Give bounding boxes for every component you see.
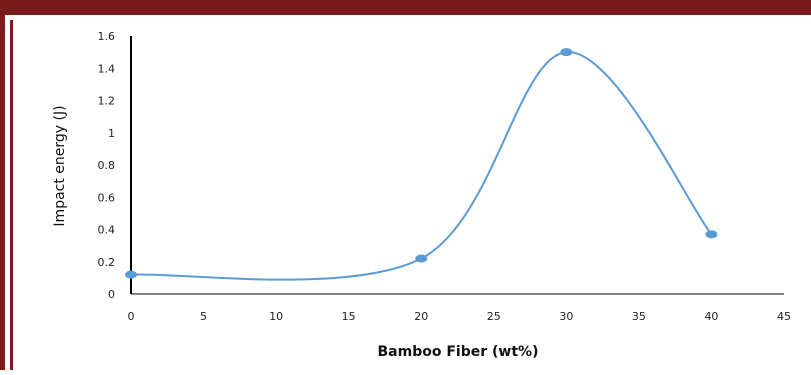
y-tick-label: 0.2 [98, 256, 116, 269]
x-tick-label: 30 [559, 310, 573, 323]
frame-top-border [0, 0, 811, 15]
x-tick-label: 40 [704, 310, 718, 323]
data-point [125, 270, 137, 279]
y-tick-label: 1.6 [98, 30, 116, 43]
x-tick-labels: 0 5 10 15 20 25 30 35 40 45 [128, 310, 792, 323]
data-point [560, 48, 573, 57]
x-tick-label: 0 [128, 310, 135, 323]
frame-left-border [0, 15, 5, 370]
x-tick-label: 5 [200, 310, 207, 323]
series-markers [125, 48, 718, 279]
y-tick-label: 0.6 [98, 191, 116, 204]
y-tick-label: 0.8 [98, 159, 116, 172]
x-tick-label: 10 [269, 310, 283, 323]
frame-left-inner-border [10, 20, 13, 370]
x-axis-title: Bamboo Fiber (wt%) [378, 344, 539, 360]
y-tick-label: 1.2 [98, 95, 116, 108]
x-tick-label: 25 [487, 310, 501, 323]
x-tick-label: 35 [632, 310, 646, 323]
series-curve [130, 51, 713, 281]
y-tick-label: 1 [108, 127, 115, 140]
y-tick-label: 1.4 [98, 62, 116, 75]
x-tick-label: 45 [777, 310, 791, 323]
y-axis-title: Impact energy (J) [52, 105, 68, 226]
y-tick-label: 0 [108, 288, 115, 301]
y-tick-labels: 0 0.2 0.4 0.6 0.8 1 1.2 1.4 1.6 [98, 30, 116, 301]
x-tick-label: 15 [342, 310, 356, 323]
x-tick-label: 20 [414, 310, 428, 323]
data-point [415, 254, 428, 263]
y-tick-label: 0.4 [98, 224, 116, 237]
data-point [705, 230, 718, 239]
